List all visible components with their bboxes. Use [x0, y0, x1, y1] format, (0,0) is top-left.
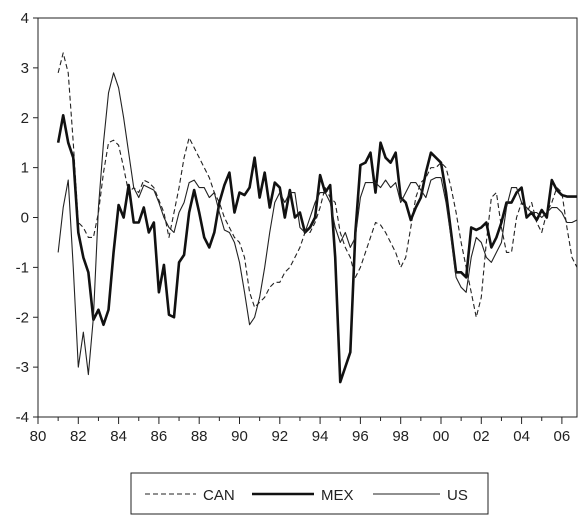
y-tick-label: -4: [16, 409, 29, 426]
y-tick-label: 4: [21, 10, 29, 27]
y-tick-label: 2: [21, 110, 29, 127]
x-tick-label: 96: [352, 428, 369, 445]
x-tick-label: 90: [231, 428, 248, 445]
plot-frame: [37, 17, 578, 418]
y-tick-label: 0: [21, 210, 29, 227]
x-tick-label: 80: [30, 428, 47, 445]
x-tick-label: 06: [554, 428, 571, 445]
legend-label-mex: MEX: [321, 487, 354, 504]
x-tick-label: 98: [392, 428, 409, 445]
series-layer: [56, 52, 578, 384]
x-tick-label: 86: [151, 428, 168, 445]
y-tick-label: 3: [21, 60, 29, 77]
series-line-mex: [56, 113, 577, 384]
y-axis: -4 -3 -2 -1 0 1 2 3 4: [16, 10, 38, 426]
series-line-us: [57, 72, 578, 376]
x-tick-label: 84: [110, 428, 127, 445]
x-axis: 80 82 84 86 88 90 92 94 96 98 00 02 04 06: [30, 417, 571, 445]
x-tick-label: 82: [70, 428, 87, 445]
x-tick-label: 94: [312, 428, 329, 445]
x-tick-label: 04: [513, 428, 530, 445]
series-line-can: [57, 52, 578, 318]
legend: CAN MEX US: [130, 472, 489, 515]
y-tick-label: -2: [16, 309, 29, 326]
x-tick-label: 92: [271, 428, 288, 445]
x-tick-label: 02: [473, 428, 490, 445]
y-tick-label: -3: [16, 359, 29, 376]
x-tick-label: 88: [191, 428, 208, 445]
x-tick-label: 00: [433, 428, 450, 445]
y-tick-label: 1: [21, 160, 29, 177]
legend-label-us: US: [447, 487, 468, 504]
y-tick-label: -1: [16, 259, 29, 276]
legend-label-can: CAN: [203, 487, 235, 504]
